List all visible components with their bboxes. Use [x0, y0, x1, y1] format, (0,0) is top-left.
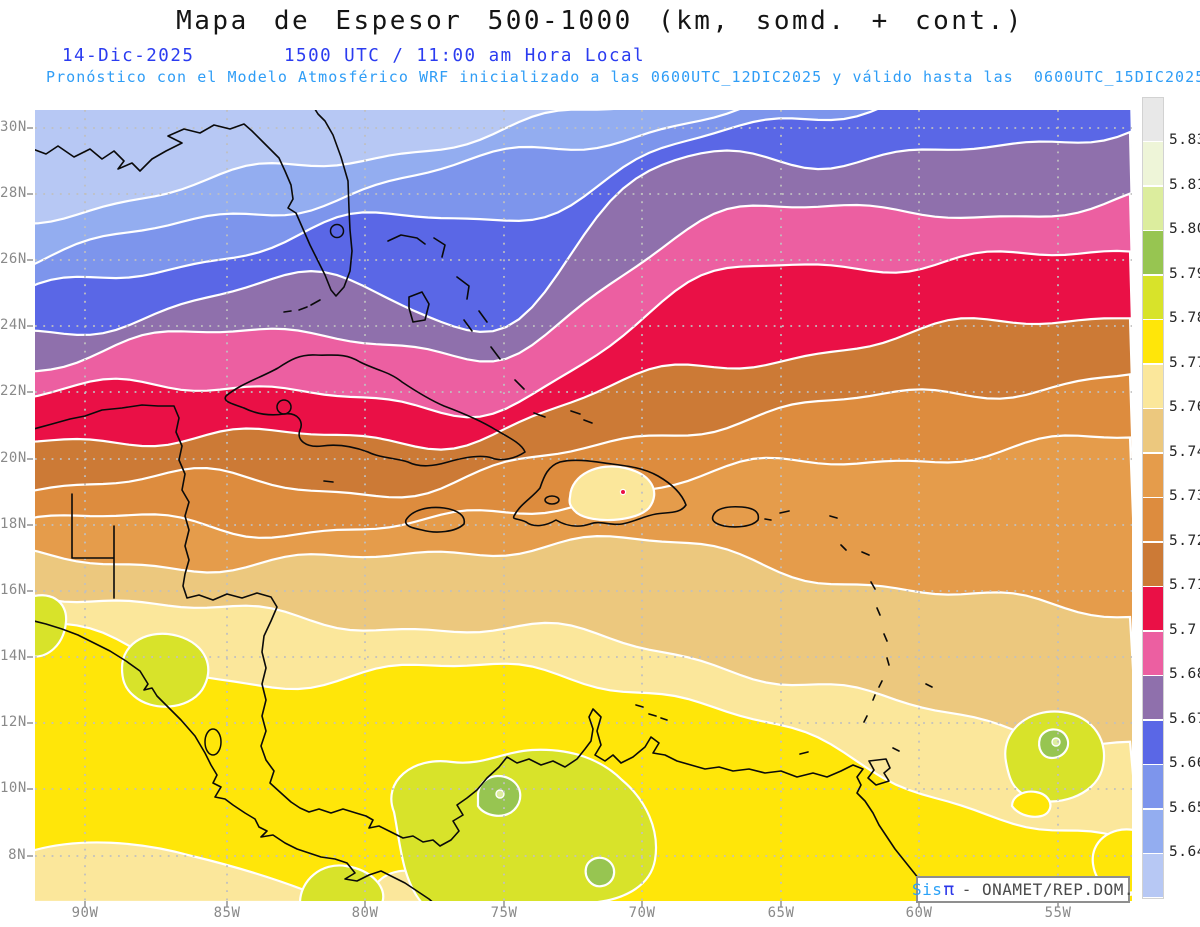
coastline-borders-yucatan	[71, 493, 115, 599]
colorbar-label-5.7: 5.7	[1169, 621, 1197, 638]
colorbar-label-5.652: 5.652	[1169, 799, 1200, 816]
colorbar-segment-4	[1143, 275, 1163, 319]
colorbar-segment-16	[1143, 809, 1163, 853]
colorbar-segment-2	[1143, 186, 1163, 230]
lake-nicaragua	[204, 728, 222, 756]
lat-label-22N: 22N	[0, 383, 27, 399]
ile-gonave	[544, 495, 560, 505]
lime-patch-elsalvador	[120, 632, 210, 708]
lon-label-75W: 75W	[490, 905, 518, 921]
lat-label-12N: 12N	[0, 714, 27, 730]
colorbar-segment-9	[1143, 498, 1163, 542]
colorbar-segment-11	[1143, 587, 1163, 631]
colorbar-segment-0	[1143, 98, 1163, 141]
colorbar-label-5.712: 5.712	[1169, 577, 1200, 594]
colorbar-label-5.807: 5.807	[1169, 221, 1200, 238]
colorbar-label-5.783: 5.783	[1169, 310, 1200, 327]
colorbar-label-5.64: 5.64	[1169, 843, 1200, 860]
coastline-florida-keys	[283, 299, 321, 313]
lat-label-8N: 8N	[8, 847, 26, 863]
colorbar-segment-6	[1143, 364, 1163, 408]
colorbar-segment-1	[1143, 142, 1163, 186]
lon-label-80W: 80W	[351, 905, 379, 921]
attribution-box: Sis π - ONAMET/REP.DOM.	[912, 876, 1134, 903]
colorbar-label-5.772: 5.772	[1169, 354, 1200, 371]
lat-label-30N: 30N	[0, 119, 27, 135]
coastline-puerto-rico	[711, 505, 760, 528]
colorbar-segment-10	[1143, 542, 1163, 586]
palegreen-dot-colombia	[1051, 737, 1061, 747]
colorbar-label-5.688: 5.688	[1169, 666, 1200, 683]
colorbar-label-5.736: 5.736	[1169, 488, 1200, 505]
lon-label-60W: 60W	[905, 905, 933, 921]
lat-label-16N: 16N	[0, 582, 27, 598]
colorbar-segment-8	[1143, 453, 1163, 497]
lon-label-85W: 85W	[213, 905, 241, 921]
attribution-text: - ONAMET/REP.DOM.	[961, 880, 1135, 899]
coastline-small-islands	[323, 480, 933, 755]
lat-label-24N: 24N	[0, 317, 27, 333]
coastline-bahamas	[387, 234, 593, 424]
coastline-yucatan-central-america-caribbean	[35, 404, 938, 901]
coastline-gulf-coast-florida	[35, 110, 353, 297]
pale-spot-hispaniola	[568, 465, 656, 522]
lake-okeechobee	[329, 223, 345, 239]
coastline-jamaica	[404, 506, 466, 533]
colorbar-segment-3	[1143, 231, 1163, 275]
colorbar-label-5.819: 5.819	[1169, 176, 1200, 193]
lon-label-70W: 70W	[628, 905, 656, 921]
sispi-logo-text: Sis	[912, 880, 943, 899]
warm-dot-hispaniola	[619, 488, 627, 496]
yellow-pocket-se3	[1010, 790, 1052, 818]
colorbar-label-5.676: 5.676	[1169, 710, 1200, 727]
lat-label-10N: 10N	[0, 780, 27, 796]
colorbar-label-5.748: 5.748	[1169, 443, 1200, 460]
map-plot-area	[35, 110, 1132, 901]
colorbar-segment-13	[1143, 676, 1163, 720]
lon-label-65W: 65W	[767, 905, 795, 921]
pale-pocket-sw	[35, 841, 335, 901]
colorbar-segment-12	[1143, 631, 1163, 675]
colorbar-segment-7	[1143, 409, 1163, 453]
coastline-pacific-coast	[35, 620, 433, 901]
valid-time-label: 1500 UTC / 11:00 am Hora Local	[284, 46, 646, 66]
colorbar-label-5.831: 5.831	[1169, 132, 1200, 149]
colorbar-segment-5	[1143, 320, 1163, 364]
page-title: Mapa de Espesor 500-1000 (km, somd. + co…	[176, 6, 1024, 36]
colorbar-segment-14	[1143, 720, 1163, 764]
colorbar-label-5.724: 5.724	[1169, 532, 1200, 549]
lat-label-28N: 28N	[0, 185, 27, 201]
lat-label-18N: 18N	[0, 516, 27, 532]
colorbar-label-5.795: 5.795	[1169, 265, 1200, 282]
lat-label-20N: 20N	[0, 450, 27, 466]
isla-juventud	[276, 399, 292, 415]
colorbar-label-5.664: 5.664	[1169, 755, 1200, 772]
date-label: 14-Dic-2025	[62, 46, 195, 66]
model-forecast-note: Pronóstico con el Modelo Atmosférico WRF…	[46, 68, 1200, 86]
pi-symbol: π	[943, 879, 955, 900]
palegreen-dot-costarica	[495, 789, 505, 799]
colorbar-segment-17	[1143, 853, 1163, 897]
green-spot-panama	[584, 856, 616, 888]
colorbar-segment-15	[1143, 765, 1163, 809]
coastline-cuba	[224, 354, 526, 467]
lime-patch-pacific	[299, 864, 385, 901]
colorbar-label-5.76: 5.76	[1169, 399, 1200, 416]
lat-label-14N: 14N	[0, 648, 27, 664]
lat-label-26N: 26N	[0, 251, 27, 267]
coastline-hispaniola	[512, 459, 687, 527]
lon-label-55W: 55W	[1044, 905, 1072, 921]
colorbar	[1142, 97, 1164, 899]
lon-label-90W: 90W	[71, 905, 99, 921]
coastline-trinidad	[867, 758, 891, 786]
